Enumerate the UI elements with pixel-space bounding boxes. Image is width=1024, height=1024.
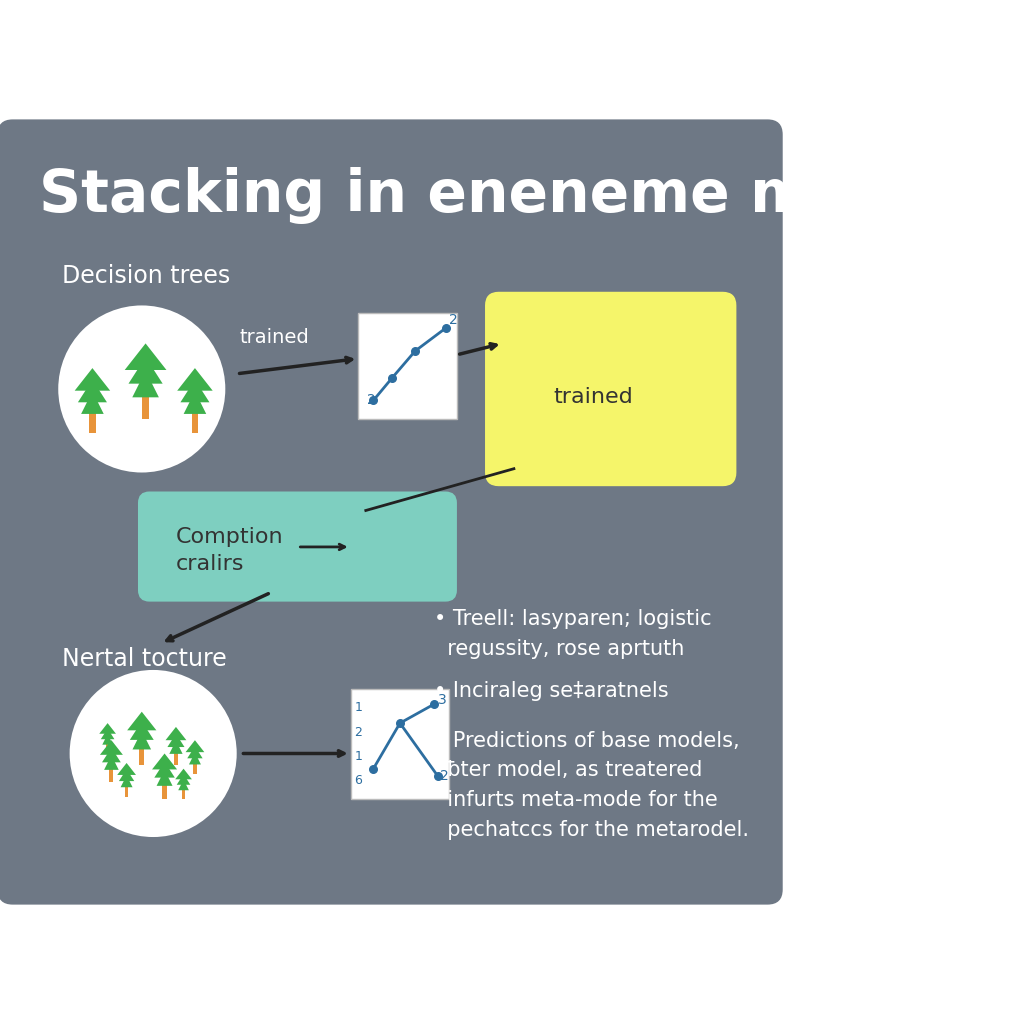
Polygon shape [169, 740, 182, 754]
Polygon shape [125, 785, 128, 797]
Polygon shape [104, 756, 119, 770]
Polygon shape [175, 769, 191, 779]
Polygon shape [106, 742, 110, 754]
Text: 1: 1 [354, 701, 362, 715]
FancyBboxPatch shape [0, 120, 782, 904]
Text: trained: trained [554, 387, 634, 407]
Polygon shape [102, 734, 113, 744]
Polygon shape [100, 729, 115, 739]
Polygon shape [125, 343, 167, 370]
Text: • Treell: lasyparen; logistic
  regussity, rose aprtuth: • Treell: lasyparen; logistic regussity,… [434, 609, 712, 658]
Circle shape [58, 305, 225, 472]
Polygon shape [194, 763, 197, 774]
Text: Comption: Comption [176, 527, 284, 547]
Polygon shape [102, 748, 121, 762]
Point [384, 370, 400, 386]
Polygon shape [139, 746, 144, 765]
Polygon shape [99, 723, 116, 734]
Polygon shape [130, 721, 154, 740]
Polygon shape [185, 740, 205, 753]
Point [366, 761, 382, 777]
Polygon shape [155, 762, 175, 777]
Polygon shape [152, 754, 177, 769]
Polygon shape [100, 740, 123, 755]
Polygon shape [141, 393, 150, 420]
Polygon shape [180, 380, 210, 402]
Polygon shape [75, 368, 111, 391]
Text: • Inciraleg se‡aratnels: • Inciraleg se‡aratnels [434, 681, 669, 701]
Text: Nertal tocture: Nertal tocture [62, 647, 226, 671]
Point [392, 715, 409, 731]
Text: cralirs: cralirs [176, 554, 245, 573]
Polygon shape [187, 746, 203, 759]
Text: 2: 2 [450, 313, 458, 328]
Point [437, 321, 454, 337]
Polygon shape [132, 371, 159, 397]
FancyBboxPatch shape [485, 292, 736, 486]
Polygon shape [166, 727, 186, 740]
Polygon shape [183, 391, 206, 414]
FancyBboxPatch shape [350, 689, 450, 799]
Polygon shape [119, 769, 134, 781]
Polygon shape [121, 775, 132, 787]
Text: 2: 2 [368, 393, 376, 408]
Polygon shape [128, 357, 163, 384]
Text: Decision trees: Decision trees [62, 263, 230, 288]
Polygon shape [189, 753, 201, 765]
FancyBboxPatch shape [138, 492, 457, 602]
Polygon shape [117, 763, 136, 775]
Polygon shape [78, 380, 106, 402]
Polygon shape [191, 410, 199, 433]
Point [407, 343, 423, 359]
Point [426, 696, 442, 713]
Polygon shape [81, 391, 103, 414]
FancyBboxPatch shape [358, 313, 457, 420]
Polygon shape [177, 368, 213, 391]
Text: trained: trained [240, 329, 309, 347]
Point [366, 392, 382, 409]
Polygon shape [174, 752, 178, 765]
Text: Stacking in eneneme methods: Stacking in eneneme methods [39, 167, 1024, 224]
Polygon shape [178, 779, 188, 791]
Polygon shape [110, 767, 114, 782]
Text: 2: 2 [354, 726, 362, 738]
Text: • Predictions of base models,
  ƀter model, as treatered
  infurts meta-mode for: • Predictions of base models, ƀter model… [434, 731, 750, 840]
Polygon shape [132, 731, 152, 750]
Point [430, 768, 446, 784]
Circle shape [70, 670, 237, 837]
Polygon shape [167, 734, 184, 748]
Polygon shape [89, 410, 95, 433]
Text: 3: 3 [438, 693, 446, 708]
Polygon shape [157, 770, 172, 785]
Polygon shape [127, 712, 157, 730]
Polygon shape [177, 774, 190, 784]
Text: 6: 6 [354, 774, 362, 787]
Text: 1: 1 [354, 750, 362, 763]
Polygon shape [162, 783, 167, 799]
Text: 2: 2 [440, 769, 449, 783]
Polygon shape [182, 788, 185, 799]
